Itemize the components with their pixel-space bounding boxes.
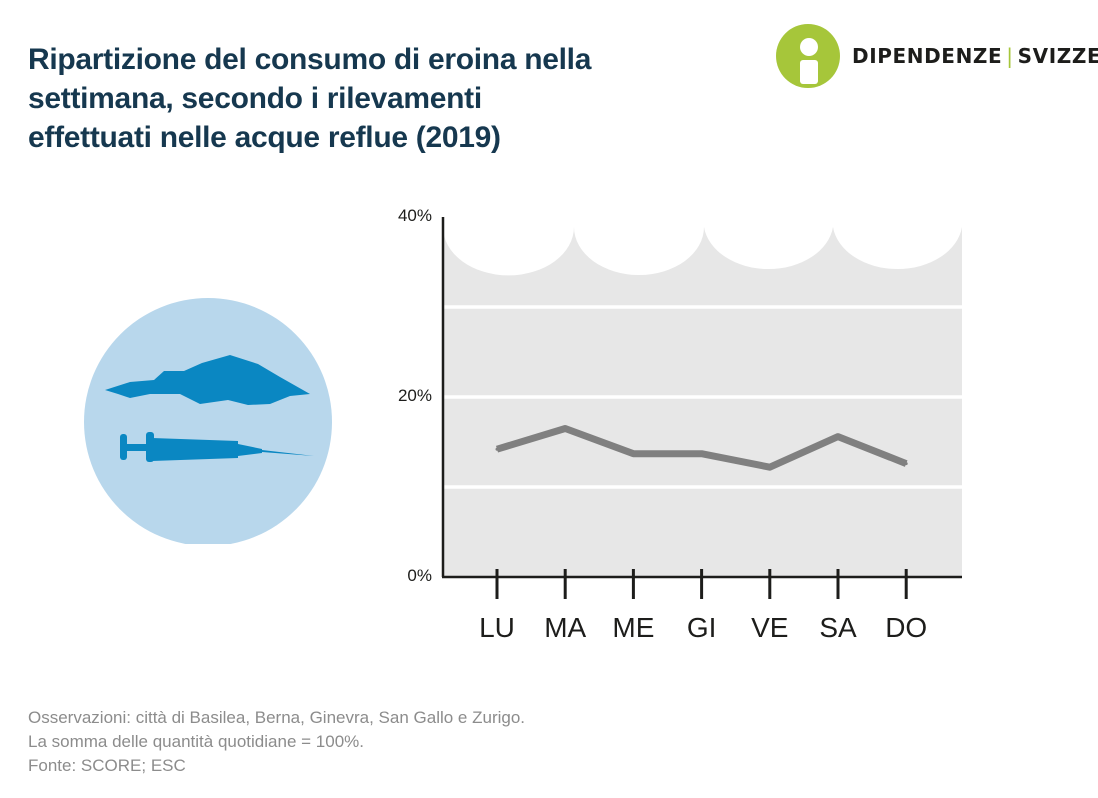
note-line: La somma delle quantità quotidiane = 100… [28,732,364,751]
x-tick-label: ME [612,612,654,643]
illustration-circle [84,298,332,544]
heroin-powder-icon [105,355,310,405]
x-tick-label: GI [687,612,717,643]
logo-wordmark: DIPENDENZE|SVIZZERA [852,44,1098,68]
source-line: Fonte: SCORE; ESC [28,756,186,775]
wave-decoration [443,217,962,276]
data-point [904,462,908,466]
syringe-icon [120,432,314,462]
x-tick-label: MA [544,612,586,643]
note-line: Osservazioni: città di Basilea, Berna, G… [28,708,526,727]
y-tick-label: 40% [398,206,432,225]
logo-symbol-icon [776,24,840,88]
title-line: Ripartizione del consumo di eroina nella [28,43,592,76]
data-point [631,452,635,456]
x-tick-label: LU [479,612,515,643]
chart-title: Ripartizione del consumo di eroina nella… [28,40,728,157]
data-point [700,452,704,456]
data-point [563,427,567,430]
data-point [495,447,499,451]
data-point [768,465,772,469]
title-line: effettuati nelle acque reflue (2019) [28,121,501,154]
logo-text-left: DIPENDENZE [852,44,1003,68]
x-tick-label: DO [885,612,927,643]
logo [776,24,840,88]
x-tick-label: SA [819,612,857,643]
y-tick-label: 0% [407,566,432,585]
chart-notes: Osservazioni: città di Basilea, Berna, G… [28,706,828,778]
logo-separator: | [1006,44,1014,68]
y-tick-label: 20% [398,386,432,405]
data-point [836,435,840,439]
drug-illustration [84,298,332,544]
chart: 40% 20% 0% LU MA ME GI VE SA DO [398,206,962,643]
logo-text-right: SVIZZERA [1017,44,1098,68]
x-tick-label: VE [751,612,788,643]
title-line: settimana, secondo i rilevamenti [28,82,482,115]
